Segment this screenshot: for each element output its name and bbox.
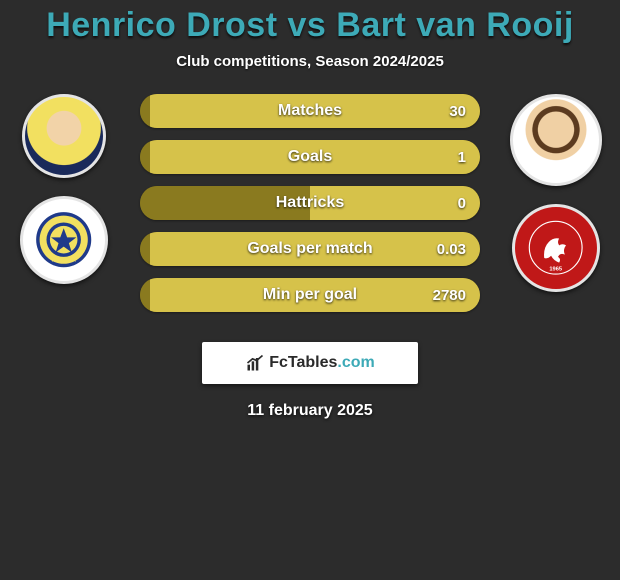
stat-fill-left bbox=[140, 186, 310, 220]
club2-logo-icon: 1965 bbox=[527, 219, 584, 276]
player1-avatar bbox=[22, 94, 106, 178]
date-text: 11 february 2025 bbox=[0, 402, 620, 420]
comparison-content: RKC WAALWIJK 1965 Matches30 Goals1 Hattric… bbox=[0, 94, 620, 324]
stat-fill-left bbox=[140, 140, 150, 174]
stats-bars: Matches30 Goals1 Hattricks0 Goals per match… bbox=[140, 94, 480, 312]
club1-logo-icon: RKC WAALWIJK bbox=[35, 211, 92, 268]
subtitle: Club competitions, Season 2024/2025 bbox=[0, 53, 620, 70]
comparison-card: Henrico Drost vs Bart van Rooij Club com… bbox=[0, 6, 620, 580]
stat-fill-right bbox=[150, 232, 480, 266]
brand-box[interactable]: FcTables.com bbox=[202, 342, 418, 384]
stat-row: Min per goal2780 bbox=[140, 278, 480, 312]
player1-name: Henrico Drost bbox=[46, 6, 277, 44]
player2-avatar bbox=[510, 94, 602, 186]
chart-icon bbox=[245, 353, 265, 373]
stat-row: Goals1 bbox=[140, 140, 480, 174]
stat-fill-right bbox=[150, 94, 480, 128]
stat-fill-left bbox=[140, 94, 150, 128]
stat-fill-right bbox=[310, 186, 480, 220]
player1-club-badge: RKC WAALWIJK bbox=[20, 196, 108, 284]
vs-text: vs bbox=[288, 6, 327, 44]
club2-year: 1965 bbox=[550, 267, 564, 273]
brand-domain: .com bbox=[337, 354, 374, 371]
stat-row: Matches30 bbox=[140, 94, 480, 128]
stat-row: Goals per match0.03 bbox=[140, 232, 480, 266]
stat-fill-right bbox=[150, 278, 480, 312]
stat-row: Hattricks0 bbox=[140, 186, 480, 220]
svg-text:RKC: RKC bbox=[58, 219, 69, 225]
player2-name: Bart van Rooij bbox=[336, 6, 573, 44]
stat-fill-right bbox=[150, 140, 480, 174]
player2-column: 1965 bbox=[496, 94, 616, 292]
player2-club-badge: 1965 bbox=[512, 204, 600, 292]
svg-text:WAALWIJK: WAALWIJK bbox=[52, 258, 77, 263]
stat-fill-left bbox=[140, 232, 150, 266]
brand-text: FcTables.com bbox=[269, 354, 375, 372]
player1-column: RKC WAALWIJK bbox=[4, 94, 124, 284]
page-title: Henrico Drost vs Bart van Rooij bbox=[0, 6, 620, 45]
brand-name: FcTables bbox=[269, 354, 337, 371]
stat-fill-left bbox=[140, 278, 150, 312]
